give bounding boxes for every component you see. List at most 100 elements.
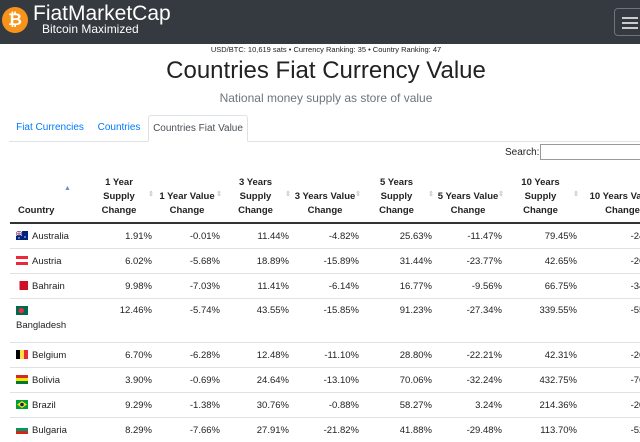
value-cell: 66.75% [506,274,581,299]
table-header-row: Country▲ 1 Year Supply Change⇕ 1 Year Va… [10,164,640,223]
value-cell: -11.10% [293,343,363,368]
value-cell: 91.23% [363,299,436,343]
bolivia-flag-icon [16,375,32,386]
value-cell: 1.91% [88,223,156,249]
value-cell: -6.14% [293,274,363,299]
value-cell: -11.47% [436,223,506,249]
bangladesh-flag-icon [16,306,32,317]
value-cell: 9.98% [88,274,156,299]
value-cell: 214.36% [506,393,581,418]
country-name: Bulgaria [32,425,67,436]
value-cell: -76.49% [581,368,640,393]
sort-ascending-icon: ▲ [64,182,71,196]
search-label: Search: [505,147,539,158]
value-cell: 42.31% [506,343,581,368]
value-cell: -0.69% [156,368,224,393]
value-cell: -5.74% [156,299,224,343]
tab-countries[interactable]: Countries [91,115,147,141]
page-title: Countries Fiat Currency Value [0,57,640,85]
sort-icon: ⇕ [355,188,361,202]
value-cell: -32.24% [436,368,506,393]
value-cell: 70.06% [363,368,436,393]
column-header[interactable]: 3 Years Value Change⇕ [293,164,363,223]
value-cell: -20.54% [581,393,640,418]
column-header[interactable]: 1 Year Value Change⇕ [156,164,224,223]
value-cell: -6.28% [156,343,224,368]
country-cell: Brazil [10,393,88,418]
value-cell: -0.01% [156,223,224,249]
bahrain-flag-icon [16,281,32,292]
column-header[interactable]: 5 Years Value Change⇕ [436,164,506,223]
value-cell: -5.68% [156,249,224,274]
value-cell: 27.91% [224,418,293,442]
value-cell: -1.38% [156,393,224,418]
bulgaria-flag-icon [16,425,32,436]
value-cell: 432.75% [506,368,581,393]
country-name: Bangladesh [16,320,66,331]
table-row: Belgium 6.70%-6.28%12.48%-11.10%28.80%-22… [10,343,640,368]
value-cell: 24.64% [224,368,293,393]
column-header-country[interactable]: Country▲ [10,164,88,223]
value-cell: -29.48% [436,418,506,442]
value-cell: 9.29% [88,393,156,418]
value-cell: 28.80% [363,343,436,368]
value-cell: 79.45% [506,223,581,249]
sort-icon: ⇕ [428,188,434,202]
value-cell: -24.50% [581,223,640,249]
tab-bar: Fiat Currencies Countries Countries Fiat… [9,115,640,142]
country-name: Bolivia [32,375,60,386]
value-cell: 113.70% [506,418,581,442]
sort-icon: ⇕ [573,188,579,202]
country-cell: Bangladesh [10,299,88,343]
menu-toggle-button[interactable] [614,8,640,36]
value-cell: -34.90% [581,274,640,299]
value-cell: 6.70% [88,343,156,368]
column-header[interactable]: 10 Years Supply Change⇕ [506,164,581,223]
value-cell: 41.88% [363,418,436,442]
belgium-flag-icon [16,350,32,361]
country-cell: Bulgaria [10,418,88,442]
value-cell: 31.44% [363,249,436,274]
country-cell: Australia [10,223,88,249]
column-header[interactable]: 10 Years Value Change⇕ [581,164,640,223]
value-cell: 3.24% [436,393,506,418]
brand-tagline: Bitcoin Maximized [42,22,139,36]
sort-icon: ⇕ [285,188,291,202]
value-cell: 16.77% [363,274,436,299]
value-cell: -7.03% [156,274,224,299]
value-cell: -26.18% [581,343,640,368]
top-navbar: ₿ FiatMarketCap Bitcoin Maximized [0,0,640,44]
country-cell: Bahrain [10,274,88,299]
search-input[interactable] [540,144,640,160]
column-header[interactable]: 1 Year Supply Change⇕ [88,164,156,223]
value-cell: -52.25% [581,418,640,442]
country-name: Bahrain [32,281,65,292]
tab-countries-fiat-value[interactable]: Countries Fiat Value [148,115,248,142]
value-cell: -15.89% [293,249,363,274]
value-cell: -22.21% [436,343,506,368]
value-cell: 11.44% [224,223,293,249]
value-cell: -0.88% [293,393,363,418]
bitcoin-logo-icon[interactable]: ₿ [2,7,28,33]
column-header[interactable]: 5 Years Supply Change⇕ [363,164,436,223]
country-cell: Bolivia [10,368,88,393]
value-cell: -27.34% [436,299,506,343]
australia-flag-icon [16,231,32,242]
value-cell: 43.55% [224,299,293,343]
value-cell: -7.66% [156,418,224,442]
stats-bar: USD/BTC: 10,619 sats • Currency Ranking:… [0,45,640,54]
value-cell: 18.89% [224,249,293,274]
value-cell: 12.48% [224,343,293,368]
country-name: Brazil [32,400,56,411]
tab-fiat-currencies[interactable]: Fiat Currencies [9,115,91,141]
country-name: Belgium [32,350,66,361]
value-cell: 6.02% [88,249,156,274]
column-header[interactable]: 3 Years Supply Change⇕ [224,164,293,223]
value-cell: -23.77% [436,249,506,274]
sort-icon: ⇕ [148,188,154,202]
